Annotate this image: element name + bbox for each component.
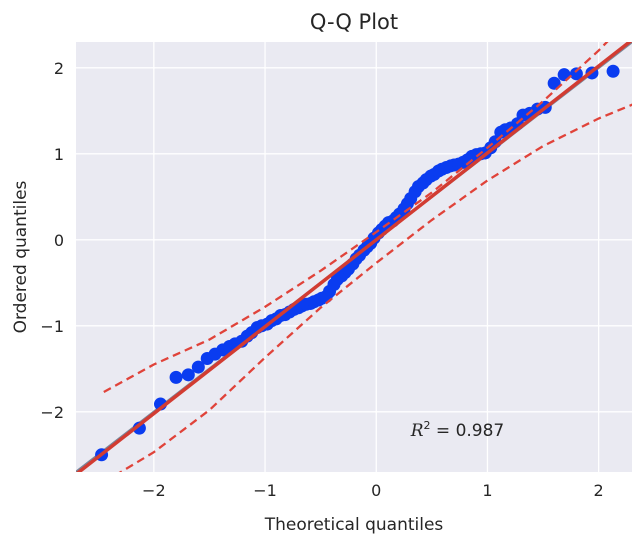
y-tick-label: 2 bbox=[54, 59, 64, 78]
x-tick-label: −1 bbox=[253, 481, 277, 500]
confidence-band-upper bbox=[103, 42, 609, 394]
chart-title: Q-Q Plot bbox=[310, 10, 398, 34]
x-axis-label: Theoretical quantiles bbox=[264, 515, 444, 535]
x-tick-label: 1 bbox=[482, 481, 492, 500]
y-tick-label: −2 bbox=[40, 403, 64, 422]
data-point bbox=[181, 368, 195, 382]
y-tick-label: 1 bbox=[54, 145, 64, 164]
y-tick-label: −1 bbox=[40, 317, 64, 336]
x-tick-label: 0 bbox=[371, 481, 381, 500]
y-tick-label: 0 bbox=[54, 231, 64, 250]
data-point bbox=[132, 421, 146, 435]
data-point bbox=[547, 76, 561, 90]
data-point bbox=[569, 67, 583, 81]
x-tick-labels: −2 −1 0 1 2 bbox=[142, 481, 604, 500]
data-point bbox=[191, 360, 205, 374]
r-squared-annotation: R2 = 0.987 bbox=[410, 419, 505, 441]
plot-layer bbox=[76, 42, 632, 472]
x-tick-label: 2 bbox=[594, 481, 604, 500]
confidence-band-lower bbox=[118, 103, 632, 472]
r-squared-value: = 0.987 bbox=[431, 421, 505, 441]
y-tick-labels: −2 −1 0 1 2 bbox=[40, 59, 64, 422]
grid-lines bbox=[76, 42, 632, 472]
data-point bbox=[169, 370, 183, 384]
y-axis-label: Ordered quantiles bbox=[11, 180, 31, 333]
data-point bbox=[606, 64, 620, 78]
r-squared-symbol: R bbox=[410, 421, 424, 441]
r-squared-superscript: 2 bbox=[424, 419, 431, 432]
x-tick-label: −2 bbox=[142, 481, 166, 500]
fit-line bbox=[76, 42, 632, 472]
